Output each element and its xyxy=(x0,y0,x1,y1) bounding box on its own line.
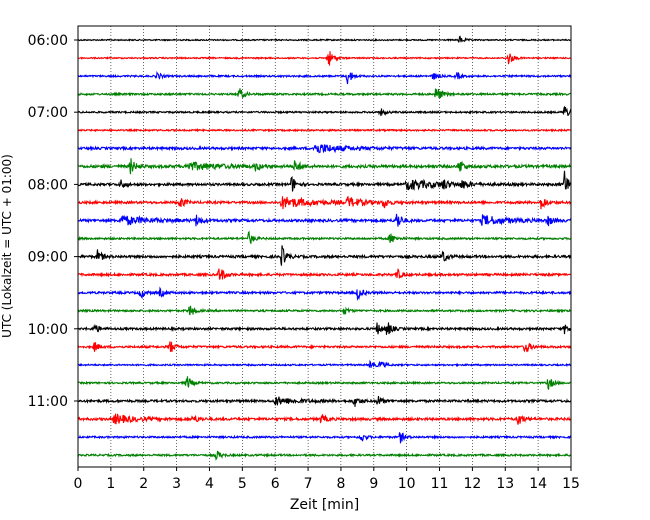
trace-09:30 xyxy=(77,286,572,302)
trace-09:45 xyxy=(77,305,572,316)
trace-08:30 xyxy=(77,213,572,227)
trace-11:45 xyxy=(77,450,572,461)
trace-06:45 xyxy=(77,88,572,99)
trace-08:00 xyxy=(77,170,572,192)
x-tick-label-8: 8 xyxy=(336,476,345,492)
y-tick-label-11:00: 11:00 xyxy=(28,394,68,410)
x-tick-label-5: 5 xyxy=(238,476,247,492)
y-axis-label: UTC (Lokalzeit = UTC + 01:00) xyxy=(0,154,14,338)
x-tick-label-13: 13 xyxy=(496,476,514,492)
seismogram-traces xyxy=(77,35,572,461)
trace-06:30 xyxy=(77,70,572,85)
x-axis-ticks: 0 1 2 3 4 5 6 7 8 9 10 11 12 13 14 15 xyxy=(74,467,580,492)
y-tick-label-09:00: 09:00 xyxy=(28,250,68,266)
trace-10:30 xyxy=(77,359,572,368)
x-tick-label-7: 7 xyxy=(304,476,313,492)
x-tick-label-10: 10 xyxy=(398,476,416,492)
plot-frame xyxy=(77,25,572,468)
x-tick-label-6: 6 xyxy=(271,476,280,492)
trace-06:00 xyxy=(77,35,572,43)
x-axis-label: Zeit [min] xyxy=(290,497,359,513)
trace-10:45 xyxy=(77,376,572,390)
y-axis-ticks: 06:00 07:00 08:00 09:00 10:00 11:00 xyxy=(28,33,78,410)
trace-07:45 xyxy=(77,158,572,175)
x-tick-label-11: 11 xyxy=(431,476,449,492)
y-tick-label-10:00: 10:00 xyxy=(28,322,68,338)
y-tick-label-07:00: 07:00 xyxy=(28,105,68,121)
trace-07:00 xyxy=(77,105,572,117)
x-tick-label-0: 0 xyxy=(74,476,83,492)
trace-07:15 xyxy=(77,127,572,133)
trace-10:15 xyxy=(77,341,572,353)
y-tick-label-08:00: 08:00 xyxy=(28,177,68,193)
x-tick-label-14: 14 xyxy=(529,476,547,492)
trace-06:15 xyxy=(77,51,572,66)
y-tick-label-06:00: 06:00 xyxy=(28,33,68,49)
trace-11:30 xyxy=(77,431,572,444)
trace-08:15 xyxy=(77,195,572,210)
x-tick-label-15: 15 xyxy=(562,476,580,492)
x-tick-label-12: 12 xyxy=(463,476,481,492)
trace-09:00 xyxy=(77,245,572,266)
trace-07:30 xyxy=(77,144,572,154)
trace-09:15 xyxy=(77,268,572,280)
x-tick-label-9: 9 xyxy=(369,476,378,492)
trace-10:00 xyxy=(77,322,572,335)
trace-11:15 xyxy=(77,413,572,425)
trace-08:45 xyxy=(77,230,572,244)
x-tick-label-2: 2 xyxy=(139,476,148,492)
trace-11:00 xyxy=(77,396,572,407)
x-tick-label-3: 3 xyxy=(172,476,181,492)
x-tick-label-4: 4 xyxy=(205,476,214,492)
x-tick-label-1: 1 xyxy=(106,476,115,492)
